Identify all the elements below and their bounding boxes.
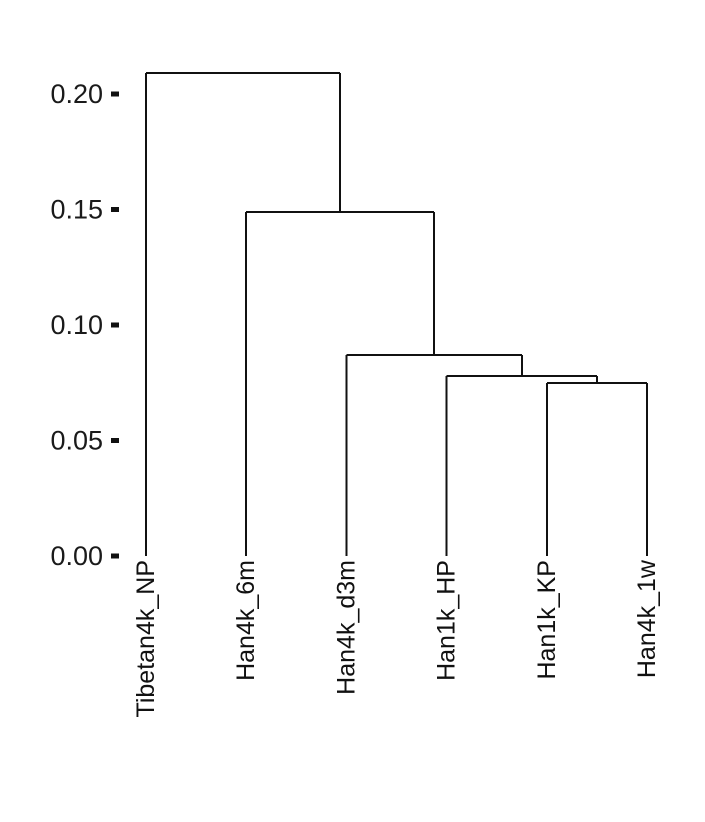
dendrogram-branches <box>145 72 648 556</box>
leaf-label: Han4k_d3m <box>332 560 360 695</box>
y-tick-mark <box>111 438 119 443</box>
leaf-label: Han4k_1w <box>633 559 661 678</box>
leaf-label: Han1k_HP <box>433 560 461 681</box>
y-tick-label: 0.10 <box>50 310 103 340</box>
y-axis: 0.00 0.05 0.10 0.15 0.20 <box>50 79 119 571</box>
y-tick-mark <box>111 553 119 559</box>
y-tick-mark <box>111 207 119 212</box>
leaf-label: Han4k_6m <box>232 560 260 681</box>
leaf-label: Tibetan4k_NP <box>132 560 160 718</box>
y-tick-label: 0.15 <box>50 195 103 225</box>
y-tick-mark <box>111 91 119 97</box>
y-tick-label: 0.05 <box>50 426 103 456</box>
y-tick-mark <box>111 322 119 328</box>
y-tick-label: 0.00 <box>50 541 103 571</box>
leaf-label: Han1k_KP <box>533 560 561 680</box>
leaf-labels: Tibetan4k_NP Han4k_6m Han4k_d3m Han1k_HP Han… <box>132 559 661 717</box>
y-tick-label: 0.20 <box>50 79 103 109</box>
